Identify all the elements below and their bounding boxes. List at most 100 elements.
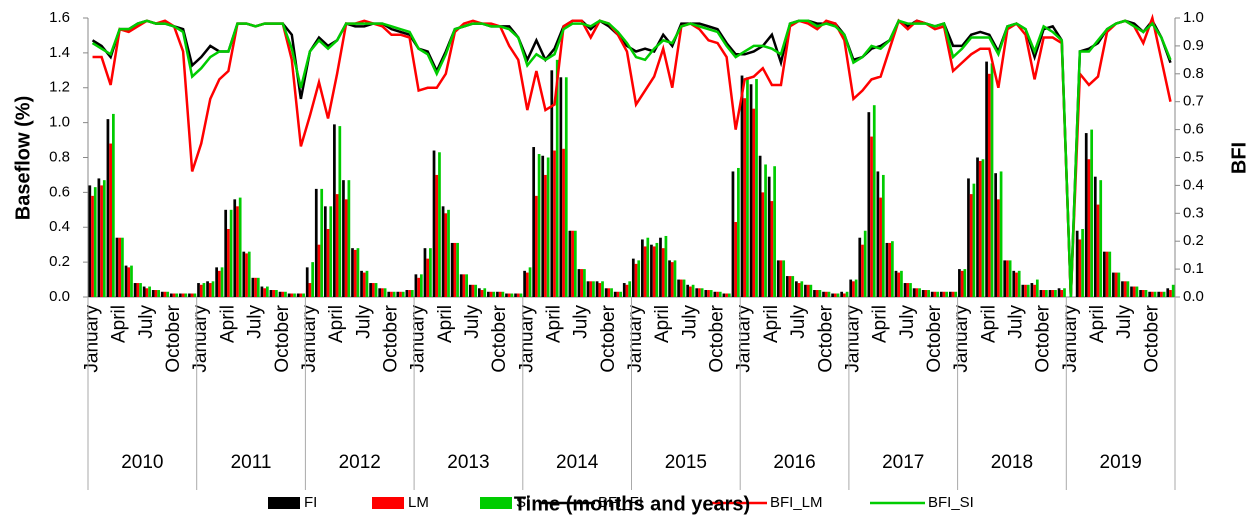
bar (1130, 286, 1133, 297)
bar (598, 283, 602, 297)
bar (885, 242, 889, 297)
bar (308, 283, 312, 297)
bar (963, 269, 967, 297)
bar (631, 258, 635, 297)
bar (525, 272, 529, 297)
bar (939, 291, 943, 297)
x-tick-label: October (1141, 304, 1162, 372)
bar (1006, 260, 1009, 297)
bar (468, 284, 472, 297)
y-tick-label: 0.0 (49, 288, 70, 305)
bar (664, 235, 668, 297)
bar (985, 61, 988, 297)
x-tick-label: April (217, 305, 238, 343)
bar (1063, 288, 1066, 297)
bar (124, 265, 128, 297)
bar (1035, 279, 1039, 297)
bar (362, 272, 366, 297)
bar (417, 277, 420, 297)
bar (193, 293, 197, 297)
bar (254, 277, 257, 297)
bar (102, 180, 106, 297)
bar (679, 279, 683, 297)
bar (251, 277, 255, 297)
bar (109, 143, 113, 297)
x-tick-label: April (761, 305, 782, 343)
bar (333, 124, 336, 298)
legend-label: SI (516, 494, 530, 511)
group-label: 2018 (991, 452, 1033, 473)
y2-tick-label: 1.0 (1183, 9, 1204, 26)
bar (450, 242, 454, 297)
legend-label: BFI_FI (598, 494, 643, 511)
bar (184, 293, 188, 297)
bar (704, 290, 708, 297)
bar (130, 265, 133, 297)
bar (967, 178, 970, 297)
bar (918, 288, 921, 297)
bar (616, 291, 620, 297)
bar (999, 171, 1003, 297)
bar (100, 185, 103, 297)
y-tick-label: 0.6 (49, 183, 70, 200)
bar (347, 180, 351, 297)
bar (589, 281, 593, 297)
bar (749, 84, 753, 297)
bar (215, 267, 218, 297)
bar (746, 77, 749, 297)
y-tick-label: 1.2 (49, 79, 70, 96)
y2-tick-label: 0.2 (1183, 232, 1204, 249)
x-tick-label: October (924, 304, 945, 372)
bar (1148, 291, 1151, 297)
x-tick-label: October (489, 304, 510, 372)
bar (845, 291, 849, 297)
bar (1102, 251, 1106, 297)
bar (199, 284, 203, 297)
bar (284, 291, 287, 297)
y2-title: BFI (1228, 142, 1250, 174)
bar (456, 242, 459, 297)
bar (157, 290, 161, 297)
bar (435, 174, 439, 297)
bar (532, 147, 536, 297)
bar (870, 136, 873, 297)
bar (383, 288, 387, 297)
bar (1160, 291, 1163, 297)
bar (779, 260, 783, 297)
bar (1153, 291, 1157, 297)
x-tick-label: July (1114, 305, 1135, 339)
bar (1078, 239, 1082, 297)
bar (1075, 230, 1079, 297)
bar (1166, 288, 1170, 297)
bar (752, 108, 756, 297)
bar (401, 291, 405, 297)
bar (188, 293, 191, 297)
bar (800, 281, 804, 297)
bar (408, 290, 411, 297)
bar (1015, 272, 1018, 297)
x-tick-label: January (842, 305, 863, 373)
bar (390, 291, 393, 297)
legend-swatch (480, 497, 512, 509)
bar (716, 291, 719, 297)
bar (378, 288, 382, 297)
bar (571, 230, 574, 297)
bar (523, 270, 526, 297)
x-tick-label: July (1005, 305, 1026, 339)
x-tick-label: January (299, 305, 320, 373)
bar (505, 293, 508, 297)
bar (260, 286, 264, 297)
y2-tick-label: 0.8 (1183, 65, 1204, 82)
bar (335, 194, 339, 297)
bar (299, 293, 303, 297)
legend-label: BFI_LM (770, 494, 823, 511)
bar (822, 291, 825, 297)
bar (994, 173, 998, 297)
bar (208, 283, 212, 297)
x-tick-label: April (870, 305, 891, 343)
bar (1117, 272, 1121, 297)
x-tick-label: July (571, 305, 592, 339)
bar (930, 291, 934, 297)
bar (1051, 290, 1055, 297)
